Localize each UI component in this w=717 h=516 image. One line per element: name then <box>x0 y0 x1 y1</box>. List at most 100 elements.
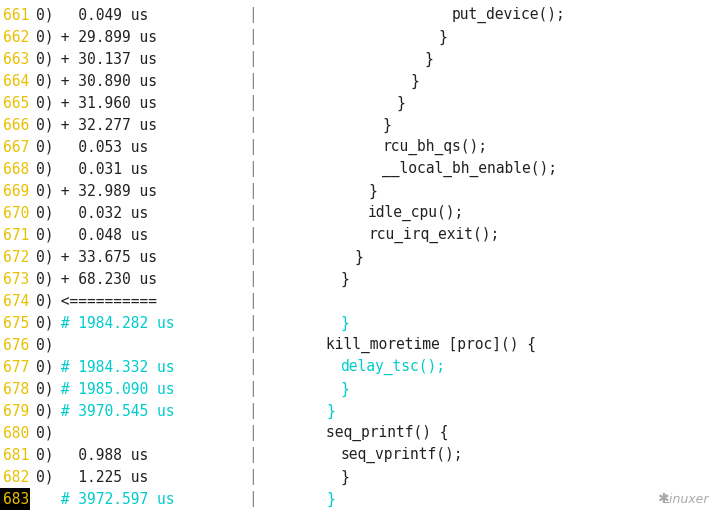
Text: idle_cpu();: idle_cpu(); <box>368 205 464 221</box>
Text: |: | <box>248 205 257 221</box>
Text: }: } <box>340 271 348 286</box>
Text: |: | <box>248 29 257 45</box>
Text: 677: 677 <box>3 360 29 375</box>
Text: 667: 667 <box>3 139 29 154</box>
Text: 0.053 us: 0.053 us <box>52 139 148 154</box>
Text: 0.988 us: 0.988 us <box>52 447 148 462</box>
Text: |: | <box>248 51 257 67</box>
Text: 0): 0) <box>36 360 54 375</box>
Text: 680: 680 <box>3 426 29 441</box>
Text: 666: 666 <box>3 118 29 133</box>
Text: }: } <box>326 404 335 418</box>
Text: 668: 668 <box>3 162 29 176</box>
Text: put_device();: put_device(); <box>452 7 566 23</box>
Text: 675: 675 <box>3 315 29 331</box>
Text: + 31.960 us: + 31.960 us <box>52 95 157 110</box>
Text: |: | <box>248 469 257 485</box>
Text: }: } <box>340 315 348 331</box>
Text: }: } <box>410 73 419 89</box>
Text: 0.032 us: 0.032 us <box>52 205 148 220</box>
Text: }: } <box>354 249 363 265</box>
Text: 663: 663 <box>3 52 29 67</box>
Text: 676: 676 <box>3 337 29 352</box>
Text: 678: 678 <box>3 381 29 396</box>
Text: # 1985.090 us: # 1985.090 us <box>52 381 174 396</box>
Text: __local_bh_enable();: __local_bh_enable(); <box>382 161 557 177</box>
Text: |: | <box>248 161 257 177</box>
Text: 661: 661 <box>3 8 29 23</box>
Text: # 1984.332 us: # 1984.332 us <box>52 360 174 375</box>
Text: |: | <box>248 447 257 463</box>
Text: 681: 681 <box>3 447 29 462</box>
Text: |: | <box>248 73 257 89</box>
Text: 0): 0) <box>36 337 54 352</box>
Text: |: | <box>248 403 257 419</box>
Text: |: | <box>248 359 257 375</box>
Text: 0): 0) <box>36 381 54 396</box>
Text: 0): 0) <box>36 426 54 441</box>
Text: 662: 662 <box>3 29 29 44</box>
Text: 0.048 us: 0.048 us <box>52 228 148 243</box>
Text: |: | <box>248 491 257 507</box>
Text: delay_tsc();: delay_tsc(); <box>340 359 445 375</box>
Bar <box>0 488 30 510</box>
Text: 0): 0) <box>36 29 54 44</box>
Text: + 32.989 us: + 32.989 us <box>52 184 157 199</box>
Text: # 3972.597 us: # 3972.597 us <box>52 492 174 507</box>
Text: |: | <box>248 117 257 133</box>
Text: + 30.890 us: + 30.890 us <box>52 73 157 89</box>
Text: seq_printf() {: seq_printf() { <box>326 425 449 441</box>
Text: + 68.230 us: + 68.230 us <box>52 271 157 286</box>
Text: |: | <box>248 337 257 353</box>
Text: 672: 672 <box>3 250 29 265</box>
Text: }: } <box>326 491 335 507</box>
Text: }: } <box>368 183 376 199</box>
Text: ✱: ✱ <box>657 492 669 506</box>
Text: 679: 679 <box>3 404 29 418</box>
Text: # 3970.545 us: # 3970.545 us <box>52 404 174 418</box>
Text: 0): 0) <box>36 492 54 507</box>
Text: 0.049 us: 0.049 us <box>52 8 148 23</box>
Text: }: } <box>340 470 348 485</box>
Text: <==========: <========== <box>52 294 157 309</box>
Text: rcu_irq_exit();: rcu_irq_exit(); <box>368 227 499 243</box>
Text: 1.225 us: 1.225 us <box>52 470 148 485</box>
Text: 0): 0) <box>36 139 54 154</box>
Text: |: | <box>248 7 257 23</box>
Text: + 29.899 us: + 29.899 us <box>52 29 157 44</box>
Text: 0.031 us: 0.031 us <box>52 162 148 176</box>
Text: 0): 0) <box>36 228 54 243</box>
Text: 0): 0) <box>36 271 54 286</box>
Text: 0): 0) <box>36 118 54 133</box>
Text: |: | <box>248 293 257 309</box>
Text: |: | <box>248 315 257 331</box>
Text: }: } <box>382 118 391 133</box>
Text: }: } <box>424 52 433 67</box>
Text: 683: 683 <box>3 492 29 507</box>
Text: }: } <box>396 95 405 110</box>
Text: 669: 669 <box>3 184 29 199</box>
Text: |: | <box>248 95 257 111</box>
Text: |: | <box>248 227 257 243</box>
Text: |: | <box>248 183 257 199</box>
Text: 0): 0) <box>36 184 54 199</box>
Text: 0): 0) <box>36 315 54 331</box>
Text: 664: 664 <box>3 73 29 89</box>
Text: rcu_bh_qs();: rcu_bh_qs(); <box>382 139 487 155</box>
Text: 0): 0) <box>36 470 54 485</box>
Text: 674: 674 <box>3 294 29 309</box>
Text: 0): 0) <box>36 162 54 176</box>
Text: + 32.277 us: + 32.277 us <box>52 118 157 133</box>
Text: Linuxer: Linuxer <box>663 493 709 506</box>
Text: 0): 0) <box>36 8 54 23</box>
Text: 670: 670 <box>3 205 29 220</box>
Text: 0): 0) <box>36 95 54 110</box>
Text: |: | <box>248 271 257 287</box>
Text: + 30.137 us: + 30.137 us <box>52 52 157 67</box>
Text: 673: 673 <box>3 271 29 286</box>
Text: 671: 671 <box>3 228 29 243</box>
Text: 0): 0) <box>36 73 54 89</box>
Text: seq_vprintf();: seq_vprintf(); <box>340 447 462 463</box>
Text: + 33.675 us: + 33.675 us <box>52 250 157 265</box>
Text: |: | <box>248 249 257 265</box>
